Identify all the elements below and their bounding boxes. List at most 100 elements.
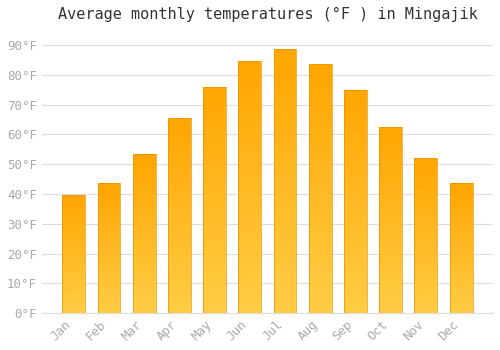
Bar xyxy=(203,227,226,232)
Bar xyxy=(344,121,367,125)
Bar xyxy=(414,170,438,174)
Bar xyxy=(98,253,120,256)
Bar xyxy=(344,268,367,273)
Bar xyxy=(274,60,296,65)
Bar xyxy=(62,292,85,294)
Bar xyxy=(132,285,156,288)
Bar xyxy=(414,167,438,170)
Bar xyxy=(62,231,85,233)
Bar xyxy=(98,279,120,282)
Bar xyxy=(344,90,367,313)
Bar xyxy=(238,238,262,243)
Bar xyxy=(344,94,367,99)
Bar xyxy=(379,179,402,183)
Bar xyxy=(132,182,156,186)
Bar xyxy=(274,292,296,297)
Bar xyxy=(62,221,85,224)
Bar xyxy=(62,195,85,198)
Bar xyxy=(274,297,296,302)
Bar xyxy=(379,239,402,242)
Bar xyxy=(414,226,438,230)
Bar xyxy=(98,285,120,287)
Bar xyxy=(414,232,438,236)
Bar xyxy=(168,169,191,173)
Bar xyxy=(203,173,226,177)
Bar xyxy=(309,229,332,233)
Bar xyxy=(414,294,438,297)
Bar xyxy=(309,179,332,184)
Bar xyxy=(274,302,296,308)
Bar xyxy=(414,239,438,242)
Bar xyxy=(309,104,332,109)
Bar xyxy=(62,195,85,313)
Bar xyxy=(238,258,262,263)
Bar xyxy=(168,188,191,192)
Bar xyxy=(379,220,402,224)
Bar xyxy=(344,152,367,157)
Bar xyxy=(379,257,402,261)
Bar xyxy=(309,114,332,119)
Bar xyxy=(274,250,296,255)
Bar xyxy=(309,174,332,179)
Bar xyxy=(168,138,191,141)
Bar xyxy=(168,200,191,204)
Bar xyxy=(168,270,191,274)
Bar xyxy=(238,132,262,137)
Bar xyxy=(203,141,226,146)
Bar xyxy=(414,236,438,239)
Bar xyxy=(450,217,472,220)
Bar xyxy=(238,97,262,102)
Bar xyxy=(132,205,156,208)
Bar xyxy=(309,164,332,169)
Bar xyxy=(168,180,191,184)
Bar xyxy=(168,235,191,239)
Bar xyxy=(344,193,367,197)
Bar xyxy=(309,119,332,124)
Bar xyxy=(203,186,226,191)
Bar xyxy=(450,222,472,225)
Bar xyxy=(309,74,332,79)
Bar xyxy=(62,233,85,236)
Bar xyxy=(414,301,438,304)
Bar xyxy=(344,304,367,309)
Bar xyxy=(62,236,85,238)
Bar xyxy=(132,160,156,163)
Bar xyxy=(238,172,262,177)
Bar xyxy=(98,220,120,222)
Bar xyxy=(274,239,296,245)
Bar xyxy=(379,268,402,272)
Bar xyxy=(238,278,262,283)
Bar xyxy=(414,217,438,220)
Bar xyxy=(238,223,262,228)
Bar xyxy=(450,183,472,313)
Bar xyxy=(203,191,226,195)
Bar xyxy=(450,292,472,295)
Bar xyxy=(450,282,472,285)
Bar xyxy=(379,142,402,146)
Bar xyxy=(274,218,296,223)
Bar xyxy=(98,212,120,215)
Bar xyxy=(132,278,156,281)
Bar xyxy=(450,259,472,261)
Bar xyxy=(344,259,367,264)
Bar xyxy=(62,294,85,296)
Bar xyxy=(168,196,191,200)
Bar xyxy=(414,186,438,189)
Bar xyxy=(309,194,332,199)
Bar xyxy=(98,235,120,238)
Bar xyxy=(450,202,472,204)
Bar xyxy=(203,91,226,96)
Bar xyxy=(309,154,332,159)
Bar xyxy=(62,240,85,243)
Bar xyxy=(203,136,226,141)
Bar xyxy=(203,96,226,100)
Bar xyxy=(203,150,226,155)
Bar xyxy=(414,270,438,273)
Bar xyxy=(238,283,262,288)
Bar xyxy=(450,287,472,290)
Bar xyxy=(274,202,296,208)
Bar xyxy=(344,170,367,175)
Bar xyxy=(132,243,156,246)
Bar xyxy=(238,76,262,82)
Bar xyxy=(62,205,85,207)
